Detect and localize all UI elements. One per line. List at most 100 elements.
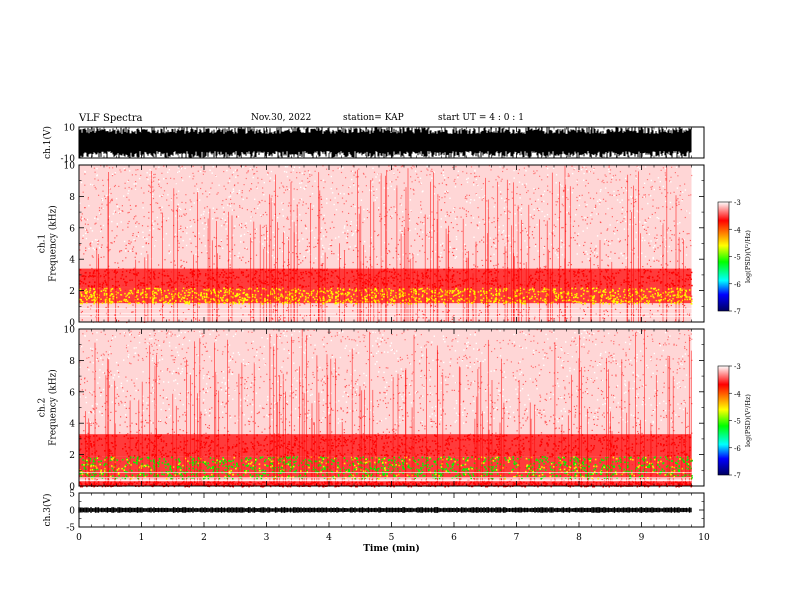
psd-cell (603, 318, 606, 320)
psd-band-cell (672, 285, 675, 287)
psd-cell (299, 199, 301, 201)
psd-band-cell (493, 300, 496, 302)
psd-cell (165, 177, 167, 180)
psd-band-cell (672, 271, 675, 274)
psd-cell-white (142, 236, 144, 238)
psd-cell (679, 250, 682, 252)
psd-cell (654, 212, 656, 214)
psd-cell (446, 311, 449, 313)
psd-band-cell (296, 278, 299, 281)
psd-band-cell (684, 292, 687, 294)
psd-band-cell (110, 290, 112, 292)
psd-cell-white (261, 243, 264, 245)
psd-cell (310, 203, 312, 205)
psd-cell-white (113, 210, 116, 212)
psd-cell (257, 203, 259, 205)
psd-cell-white (300, 182, 303, 184)
psd-cell (563, 190, 565, 193)
psd-cell-white (455, 248, 458, 250)
psd-cell (443, 249, 445, 251)
psd-band-cell (277, 293, 279, 295)
psd-band-cell (272, 269, 274, 271)
psd-cell-white (229, 205, 232, 207)
psd-cell (157, 228, 159, 230)
psd-cell (452, 166, 454, 169)
psd-cell (427, 217, 429, 219)
psd-band-cell (217, 284, 220, 286)
psd-cell-white (583, 179, 585, 181)
psd-band-cell (541, 282, 544, 284)
psd-cell (618, 241, 620, 243)
psd-band-cell (568, 270, 571, 272)
psd-cell (630, 203, 632, 205)
psd-band-cell (125, 284, 127, 286)
psd-cell-white (227, 204, 229, 206)
psd-cell (256, 170, 258, 172)
psd-cell-white (549, 233, 551, 235)
psd-cell (100, 165, 102, 167)
psd-cell (201, 252, 203, 254)
psd-cell (312, 305, 314, 307)
psd-band-cell (314, 298, 316, 300)
psd-cell (198, 306, 200, 308)
psd-cell (354, 213, 357, 215)
psd-band-cell (480, 299, 482, 301)
psd-band-cell (426, 299, 428, 301)
psd-cell (194, 235, 196, 238)
psd-cell-white (323, 214, 325, 217)
psd-cell-white (586, 227, 588, 229)
psd-cell (533, 214, 535, 216)
psd-cell-white (105, 194, 107, 197)
psd-cell (246, 248, 248, 250)
psd-cell (607, 192, 609, 194)
psd-cell (464, 197, 466, 199)
psd-band-cell (688, 284, 690, 286)
psd-band-cell (550, 302, 552, 304)
psd-band-cell (404, 272, 406, 275)
psd-cell-white (650, 179, 652, 182)
psd-cell (626, 181, 628, 183)
psd-band-cell (641, 284, 643, 287)
psd-cell (423, 314, 425, 316)
psd-band-cell (204, 296, 206, 298)
psd-band-cell (587, 290, 589, 293)
psd-band-cell (151, 301, 154, 304)
psd-cell-white (444, 190, 446, 193)
psd-cell (152, 186, 154, 188)
psd-cell-white (142, 246, 145, 248)
psd-cell (320, 231, 322, 234)
psd-cell-white (134, 188, 137, 190)
psd-cell (105, 198, 107, 200)
psd-cell-white (97, 241, 99, 244)
psd-band-cell (681, 278, 684, 281)
psd-cell (223, 224, 225, 226)
psd-band-cell (157, 285, 159, 288)
psd-band-cell (680, 301, 682, 303)
psd-cell-white (203, 235, 205, 237)
psd-band-cell (664, 291, 667, 293)
psd-cell-white (452, 211, 454, 213)
psd-cell (401, 195, 403, 197)
psd-cell (509, 183, 511, 185)
psd-cell (611, 207, 613, 210)
psd-band-cell (684, 280, 687, 283)
psd-band-cell (449, 278, 452, 281)
psd-cell (502, 167, 504, 169)
psd-band-cell (537, 293, 540, 296)
psd-cell (652, 205, 654, 207)
psd-cell (303, 173, 305, 176)
psd-cell (673, 234, 675, 236)
psd-cell (667, 264, 669, 266)
psd-band-cell (434, 302, 437, 304)
psd-cell (554, 213, 556, 215)
psd-cell (477, 266, 479, 268)
psd-band-cell (255, 298, 258, 301)
psd-band-cell (331, 292, 333, 295)
psd-cell (382, 260, 384, 262)
psd-band-cell (574, 286, 576, 288)
psd-cell (234, 244, 236, 246)
psd-cell-white (571, 192, 573, 194)
psd-band-cell (581, 270, 583, 273)
psd-cell (110, 199, 113, 201)
psd-band-cell (651, 294, 654, 296)
